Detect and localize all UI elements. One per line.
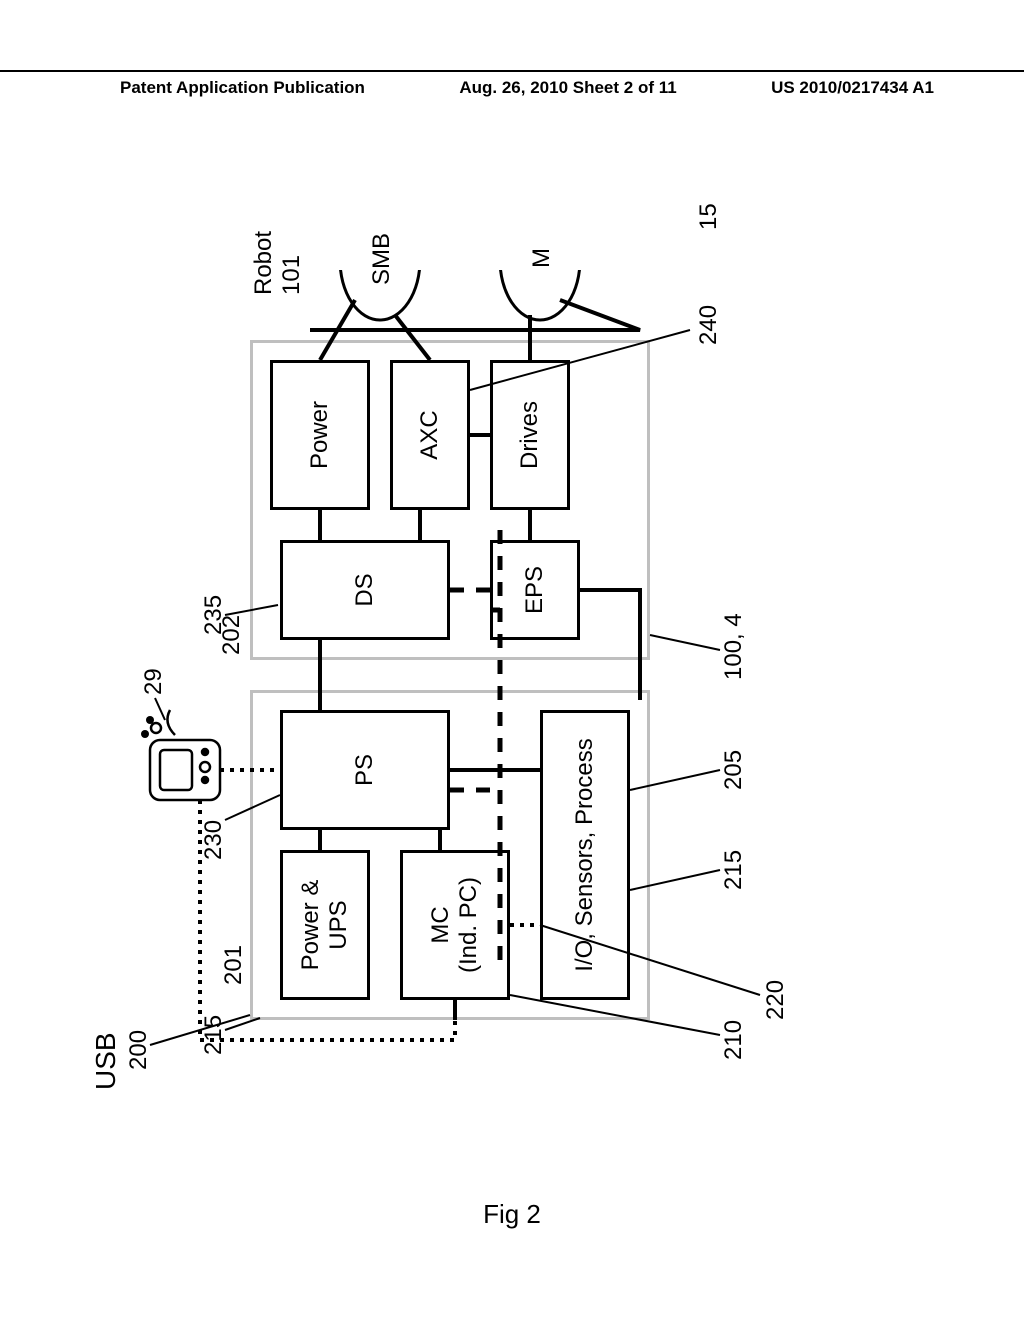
label-235: 235 [200, 595, 228, 635]
block-power-ups: Power & UPS [280, 850, 370, 1000]
label-robot101: Robot 101 [250, 231, 306, 295]
figure-caption: Fig 2 [0, 1199, 1024, 1230]
label-usb: USB [90, 1032, 122, 1090]
label-240: 240 [695, 305, 723, 345]
label-210: 210 [720, 1020, 748, 1060]
block-axc: AXC [390, 360, 470, 510]
label-215b: 215 [720, 850, 748, 890]
block-smb-label: SMB [368, 233, 396, 285]
header-center: Aug. 26, 2010 Sheet 2 of 11 [459, 78, 676, 98]
page-header: Patent Application Publication Aug. 26, … [0, 70, 1024, 98]
label-100-4: 100, 4 [720, 613, 748, 680]
label-29: 29 [140, 668, 168, 695]
label-230: 230 [200, 820, 228, 860]
block-ds: DS [280, 540, 450, 640]
label-15: 15 [695, 203, 723, 230]
block-io: I/O, Sensors, Process [540, 710, 630, 1000]
block-ps: PS [280, 710, 450, 830]
label-200: 200 [125, 1030, 153, 1070]
block-eps: EPS [490, 540, 580, 640]
label-220: 220 [762, 980, 790, 1020]
block-power: Power [270, 360, 370, 510]
diagram: Power & UPS PS MC (Ind. PC) I/O, Sensors… [0, 270, 1020, 1090]
block-mc: MC (Ind. PC) [400, 850, 510, 1000]
label-215a: 215 [200, 1015, 228, 1055]
label-205: 205 [720, 750, 748, 790]
label-201: 201 [220, 945, 248, 985]
header-right: US 2010/0217434 A1 [771, 78, 934, 98]
header-left: Patent Application Publication [120, 78, 365, 98]
block-m-label: M [528, 248, 556, 268]
block-drives: Drives [490, 360, 570, 510]
